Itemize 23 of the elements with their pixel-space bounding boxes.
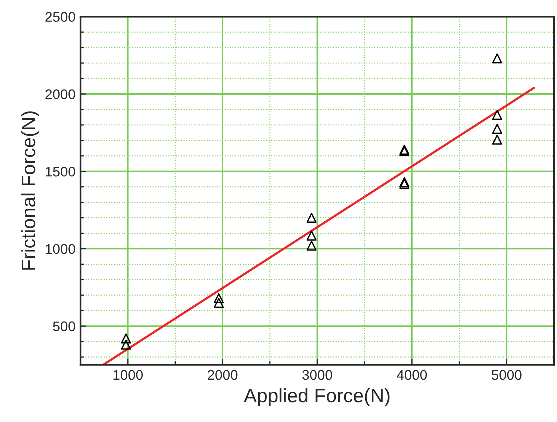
y-tick-label: 1000 xyxy=(46,244,76,254)
point xyxy=(492,110,502,120)
y-tick-label: 500 xyxy=(53,322,76,332)
y-tick-label: 2500 xyxy=(46,12,76,22)
y-tick-label: 1500 xyxy=(46,166,76,177)
x-axis-title: Applied Force(N) xyxy=(244,388,390,407)
point xyxy=(492,54,502,64)
y-tick-label: 2000 xyxy=(46,90,76,100)
x-tick-label: 5000 xyxy=(492,370,522,380)
point xyxy=(214,298,224,308)
point xyxy=(306,230,317,241)
point xyxy=(214,293,224,304)
x-tick-label: 1000 xyxy=(114,370,144,380)
x-tick-label: 3000 xyxy=(302,370,332,380)
point xyxy=(492,134,502,145)
point xyxy=(121,334,132,344)
point xyxy=(121,340,132,350)
x-tick-label: 2000 xyxy=(208,370,238,380)
point xyxy=(306,213,317,224)
point xyxy=(306,240,317,251)
y-axis-title: Frictional Force(N) xyxy=(21,112,40,270)
x-tick-label: 4000 xyxy=(397,370,428,380)
point xyxy=(492,124,502,134)
